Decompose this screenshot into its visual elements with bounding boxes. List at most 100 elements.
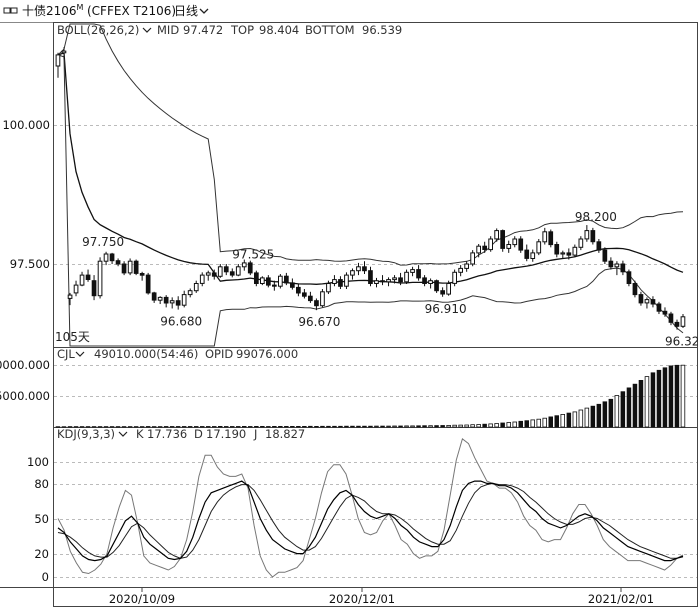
candle-66	[452, 269, 457, 287]
volume-bar-14	[139, 426, 145, 428]
days-label: 105天	[55, 330, 90, 344]
volume-bar-4	[79, 426, 85, 428]
volume-bar-74	[500, 422, 505, 428]
volume-bar-50	[356, 425, 361, 428]
candle-64	[440, 287, 445, 297]
volume-legend[interactable]: CJL 49010.000(54:46) OPID 99076.000	[57, 347, 298, 361]
volume-bar-55	[386, 425, 391, 428]
candle-26	[211, 269, 217, 280]
candle-8	[103, 251, 109, 266]
volume-bar-58	[404, 425, 409, 428]
date-tick-0: 2020/10/09	[109, 592, 175, 606]
volume-bar-78	[524, 420, 530, 428]
annotation-96-670: 96.670	[298, 315, 340, 329]
volume-bar-102	[668, 365, 674, 428]
boll-legend[interactable]: BOLL(26,26,2) MID 97.472 TOP 98.404 BOTT…	[57, 23, 402, 37]
volume-bar-89	[590, 405, 596, 428]
kdj-legend[interactable]: KDJ(9,3,3) K 17.736 D 17.190 J 18.827	[57, 427, 305, 441]
volume-bar-52	[368, 425, 373, 428]
candle-49	[350, 268, 355, 280]
volume-bar-46	[332, 425, 337, 428]
price-tick-0: 100.000	[2, 118, 50, 132]
candle-70	[476, 243, 481, 258]
volume-bar-69	[470, 424, 475, 428]
volume-bar-9	[109, 426, 115, 428]
candle-19	[169, 297, 175, 309]
chevron-down-icon[interactable]	[75, 351, 85, 357]
volume-bar-40	[296, 425, 301, 428]
candle-61	[422, 275, 427, 287]
chevron-down-icon[interactable]	[142, 27, 152, 33]
candle-33	[254, 270, 259, 287]
candle-59	[410, 266, 415, 277]
period-selector[interactable]: 日线	[174, 4, 198, 18]
annotation-96-680: 96.680	[160, 315, 202, 329]
volume-bar-81	[542, 417, 548, 428]
candle-60	[416, 265, 421, 281]
volume-label[interactable]: CJL	[57, 347, 75, 361]
chevron-down-icon[interactable]	[118, 431, 128, 437]
chevron-down-icon[interactable]	[199, 8, 209, 14]
volume-bar-25	[205, 426, 211, 428]
candle-16	[151, 291, 157, 303]
volume-bar-29	[229, 426, 235, 428]
candle-50	[356, 262, 361, 276]
kdj-k-value: 17.736	[147, 427, 187, 441]
candle-86	[572, 244, 578, 258]
kdj-tick-0: 100	[27, 455, 49, 469]
volume-bar-79	[530, 419, 536, 428]
candle-57	[398, 272, 403, 286]
candle-22	[187, 288, 193, 298]
candle-81	[542, 227, 548, 245]
candle-0	[55, 52, 61, 78]
volume-bar-18	[163, 426, 169, 428]
volume-bar-71	[482, 423, 487, 428]
volume-bar-39	[290, 425, 295, 428]
volume-bar-11	[121, 426, 127, 428]
volume-bar-72	[488, 423, 493, 428]
volume-bar-13	[133, 426, 139, 428]
volume-bar-2	[67, 426, 73, 428]
volume-bar-60	[416, 425, 421, 428]
volume-bars	[55, 364, 686, 428]
candle-55	[386, 277, 391, 287]
volume-bar-80	[536, 418, 542, 428]
volume-bar-45	[326, 425, 331, 428]
candle-95	[626, 269, 632, 287]
volume-bar-83	[554, 415, 560, 428]
volume-bar-100	[656, 369, 662, 428]
boll-label[interactable]: BOLL(26,26,2)	[57, 23, 139, 37]
candle-46	[332, 275, 337, 287]
volume-bar-35	[266, 426, 271, 428]
volume-bar-0	[55, 426, 61, 428]
volume-bar-67	[458, 424, 463, 428]
candle-35	[266, 275, 271, 288]
volume-bar-68	[464, 424, 469, 428]
candle-42	[308, 291, 313, 303]
candle-83	[554, 241, 560, 258]
candle-97	[638, 291, 644, 306]
candle-1	[61, 47, 67, 60]
exchange-code: (CFFEX T2106)	[87, 4, 176, 18]
symbol-name[interactable]: 十债2106M	[22, 3, 84, 18]
volume-bar-7	[97, 426, 103, 428]
boll-bottom-value: 96.539	[362, 23, 402, 37]
kdj-label[interactable]: KDJ(9,3,3)	[57, 427, 115, 441]
candle-67	[458, 265, 463, 277]
volume-bar-101	[662, 367, 668, 428]
volume-bar-94	[620, 391, 626, 428]
volume-bar-59	[410, 425, 415, 428]
volume-bar-32	[247, 426, 253, 428]
volume-bar-24	[199, 426, 205, 428]
candle-38	[284, 272, 289, 286]
candle-56	[392, 275, 397, 284]
volume-bar-49	[350, 425, 355, 428]
candle-72	[488, 236, 493, 252]
date-tick-2: 2021/02/01	[588, 592, 654, 606]
volume-bar-63	[434, 425, 439, 428]
volume-bar-8	[103, 426, 109, 428]
candle-37	[278, 274, 283, 289]
contract-link-icon[interactable]	[3, 7, 18, 14]
